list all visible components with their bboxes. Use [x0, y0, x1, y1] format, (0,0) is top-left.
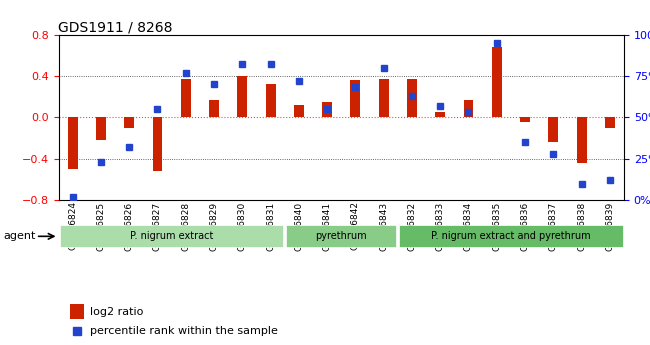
- Bar: [294, 105, 304, 117]
- Text: pyrethrum: pyrethrum: [315, 231, 367, 241]
- FancyBboxPatch shape: [286, 226, 396, 247]
- Bar: [463, 100, 473, 117]
- Bar: [209, 100, 219, 117]
- Bar: [70, 304, 84, 319]
- Text: agent: agent: [3, 231, 36, 241]
- Text: P. nigrum extract and pyrethrum: P. nigrum extract and pyrethrum: [431, 231, 591, 241]
- Bar: [436, 112, 445, 117]
- Bar: [181, 79, 190, 117]
- Bar: [577, 117, 586, 163]
- Bar: [605, 117, 615, 128]
- Bar: [379, 79, 389, 117]
- Bar: [350, 80, 360, 117]
- Bar: [237, 76, 247, 117]
- Text: percentile rank within the sample: percentile rank within the sample: [90, 326, 278, 336]
- Text: GDS1911 / 8268: GDS1911 / 8268: [58, 21, 173, 35]
- Bar: [549, 117, 558, 142]
- Bar: [96, 117, 106, 140]
- Bar: [520, 117, 530, 122]
- Bar: [68, 117, 77, 169]
- Text: P. nigrum extract: P. nigrum extract: [130, 231, 213, 241]
- FancyBboxPatch shape: [60, 226, 283, 247]
- Bar: [322, 102, 332, 117]
- Bar: [153, 117, 162, 171]
- Bar: [266, 84, 276, 117]
- Bar: [124, 117, 134, 128]
- Bar: [407, 79, 417, 117]
- Bar: [492, 47, 502, 117]
- Text: log2 ratio: log2 ratio: [90, 307, 143, 317]
- FancyBboxPatch shape: [399, 226, 623, 247]
